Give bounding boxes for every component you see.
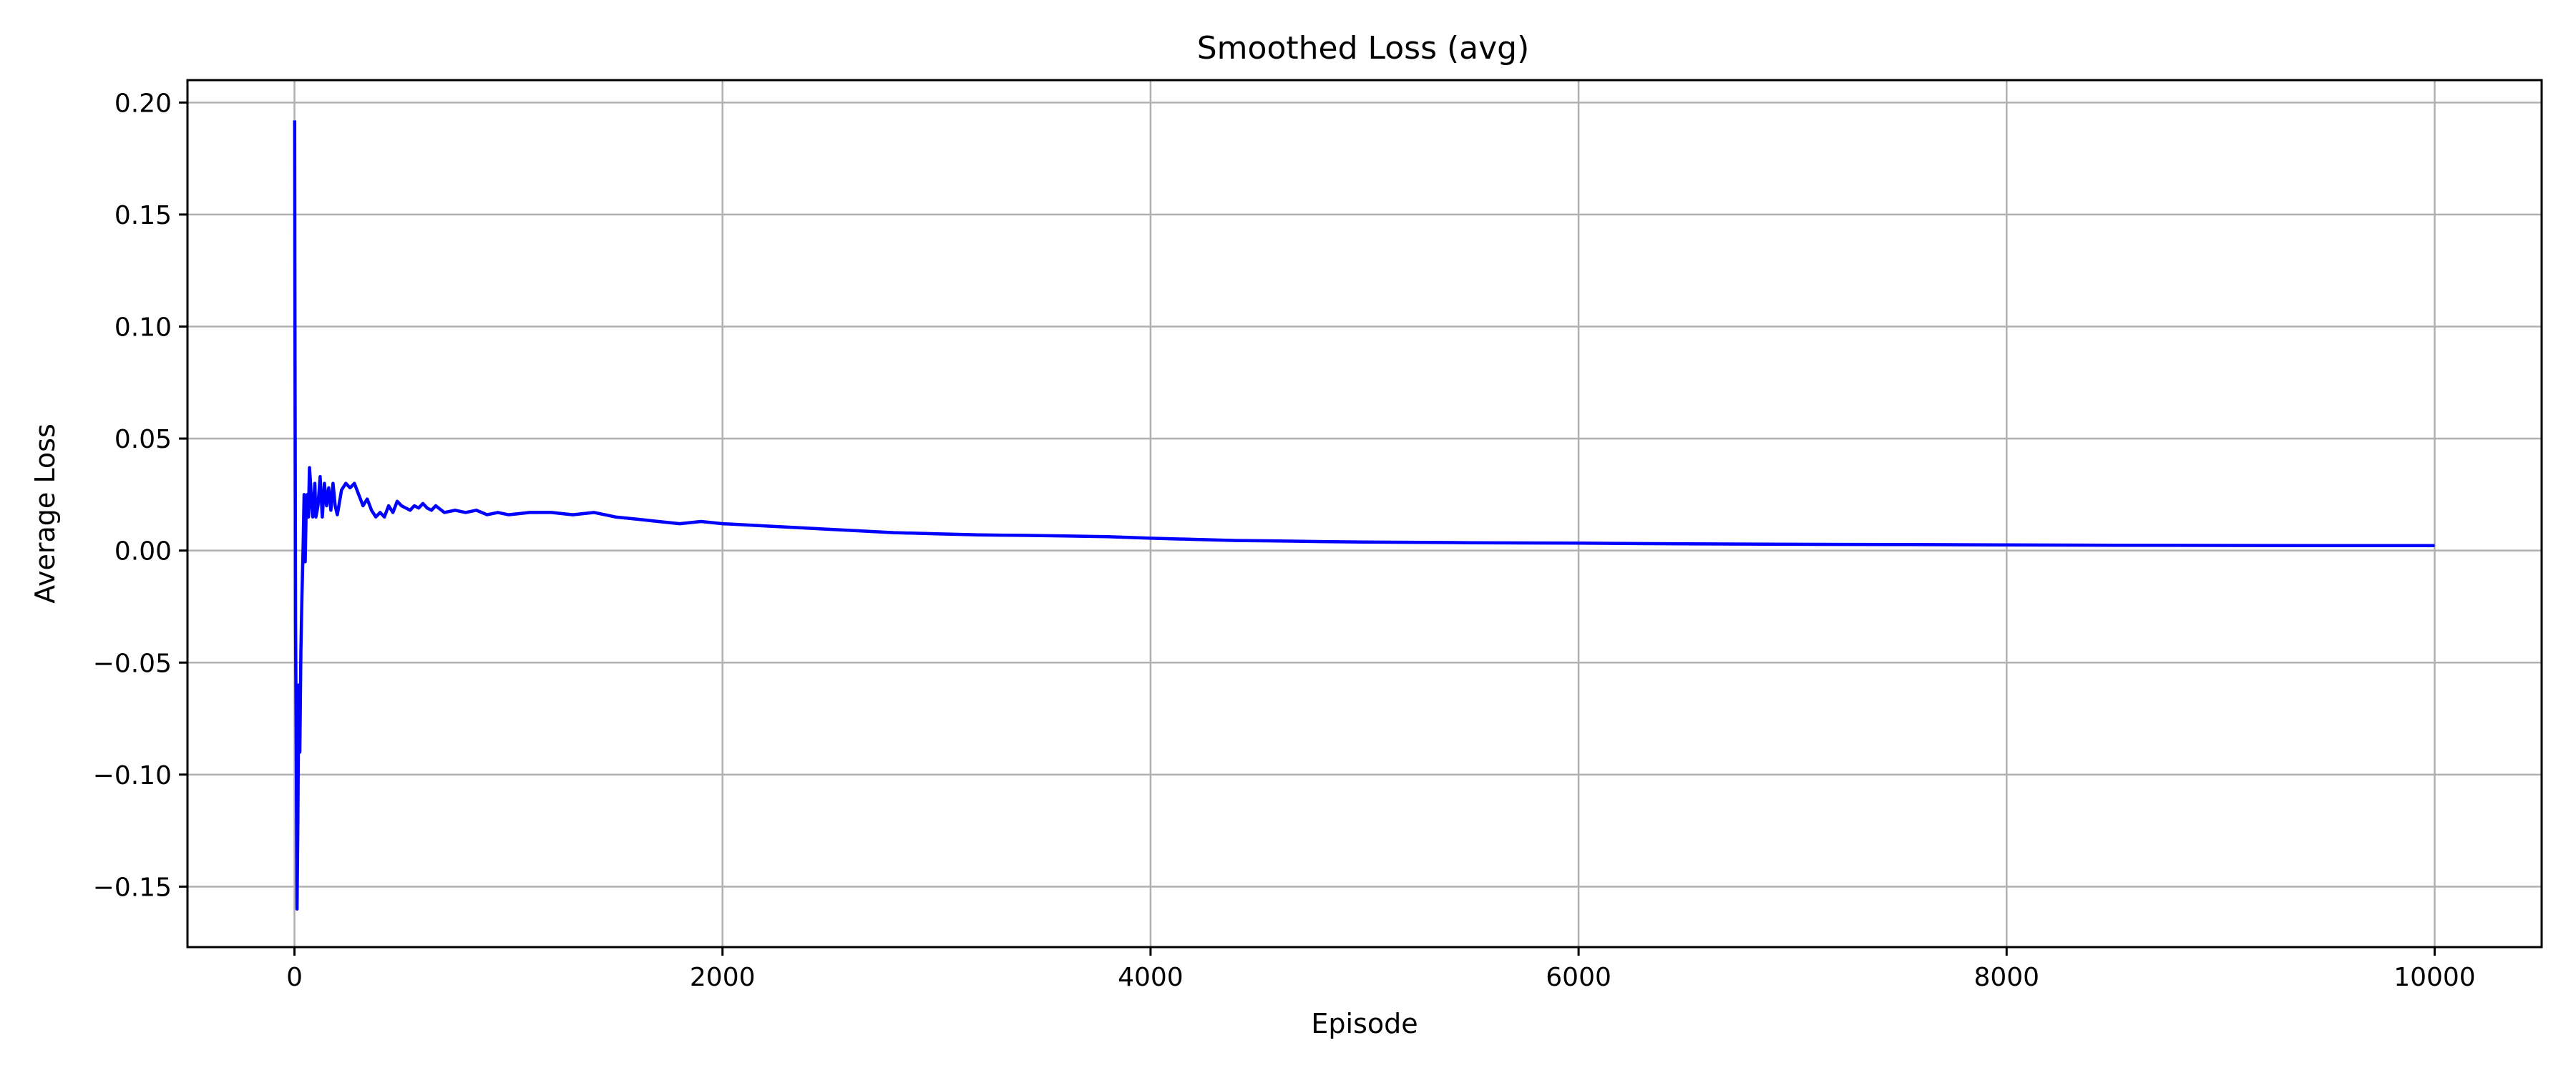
- x-tick-label: 8000: [1974, 963, 2039, 992]
- loss-series-line: [293, 120, 2435, 911]
- y-tick-label: 0.05: [114, 425, 172, 454]
- plot-area: [293, 120, 2435, 911]
- y-axis-label: Average Loss: [29, 423, 61, 603]
- y-tick-label: 0.15: [114, 201, 172, 230]
- y-tick-label: −0.15: [93, 873, 172, 902]
- x-tick-label: 10000: [2394, 963, 2476, 992]
- plot-frame: [186, 79, 2543, 949]
- chart-title: Smoothed Loss (avg): [1197, 30, 1530, 67]
- y-tick-label: 0.10: [114, 313, 172, 342]
- x-tick-label: 6000: [1546, 963, 1611, 992]
- y-tick-label: 0.20: [114, 89, 172, 118]
- x-tick-label: 4000: [1118, 963, 1184, 992]
- y-tick-label: −0.05: [93, 649, 172, 678]
- grid: [187, 80, 2542, 947]
- x-axis-label: Episode: [1311, 1008, 1418, 1039]
- x-axis: 0 2000 4000 6000 8000 10000: [286, 947, 2476, 992]
- y-tick-label: 0.00: [114, 537, 172, 567]
- y-axis: −0.15 −0.10 −0.05 0.00 0.05 0.10 0.15 0.20: [93, 89, 187, 902]
- x-tick-label: 0: [286, 963, 303, 992]
- y-tick-label: −0.10: [93, 761, 172, 790]
- x-tick-label: 2000: [690, 963, 756, 992]
